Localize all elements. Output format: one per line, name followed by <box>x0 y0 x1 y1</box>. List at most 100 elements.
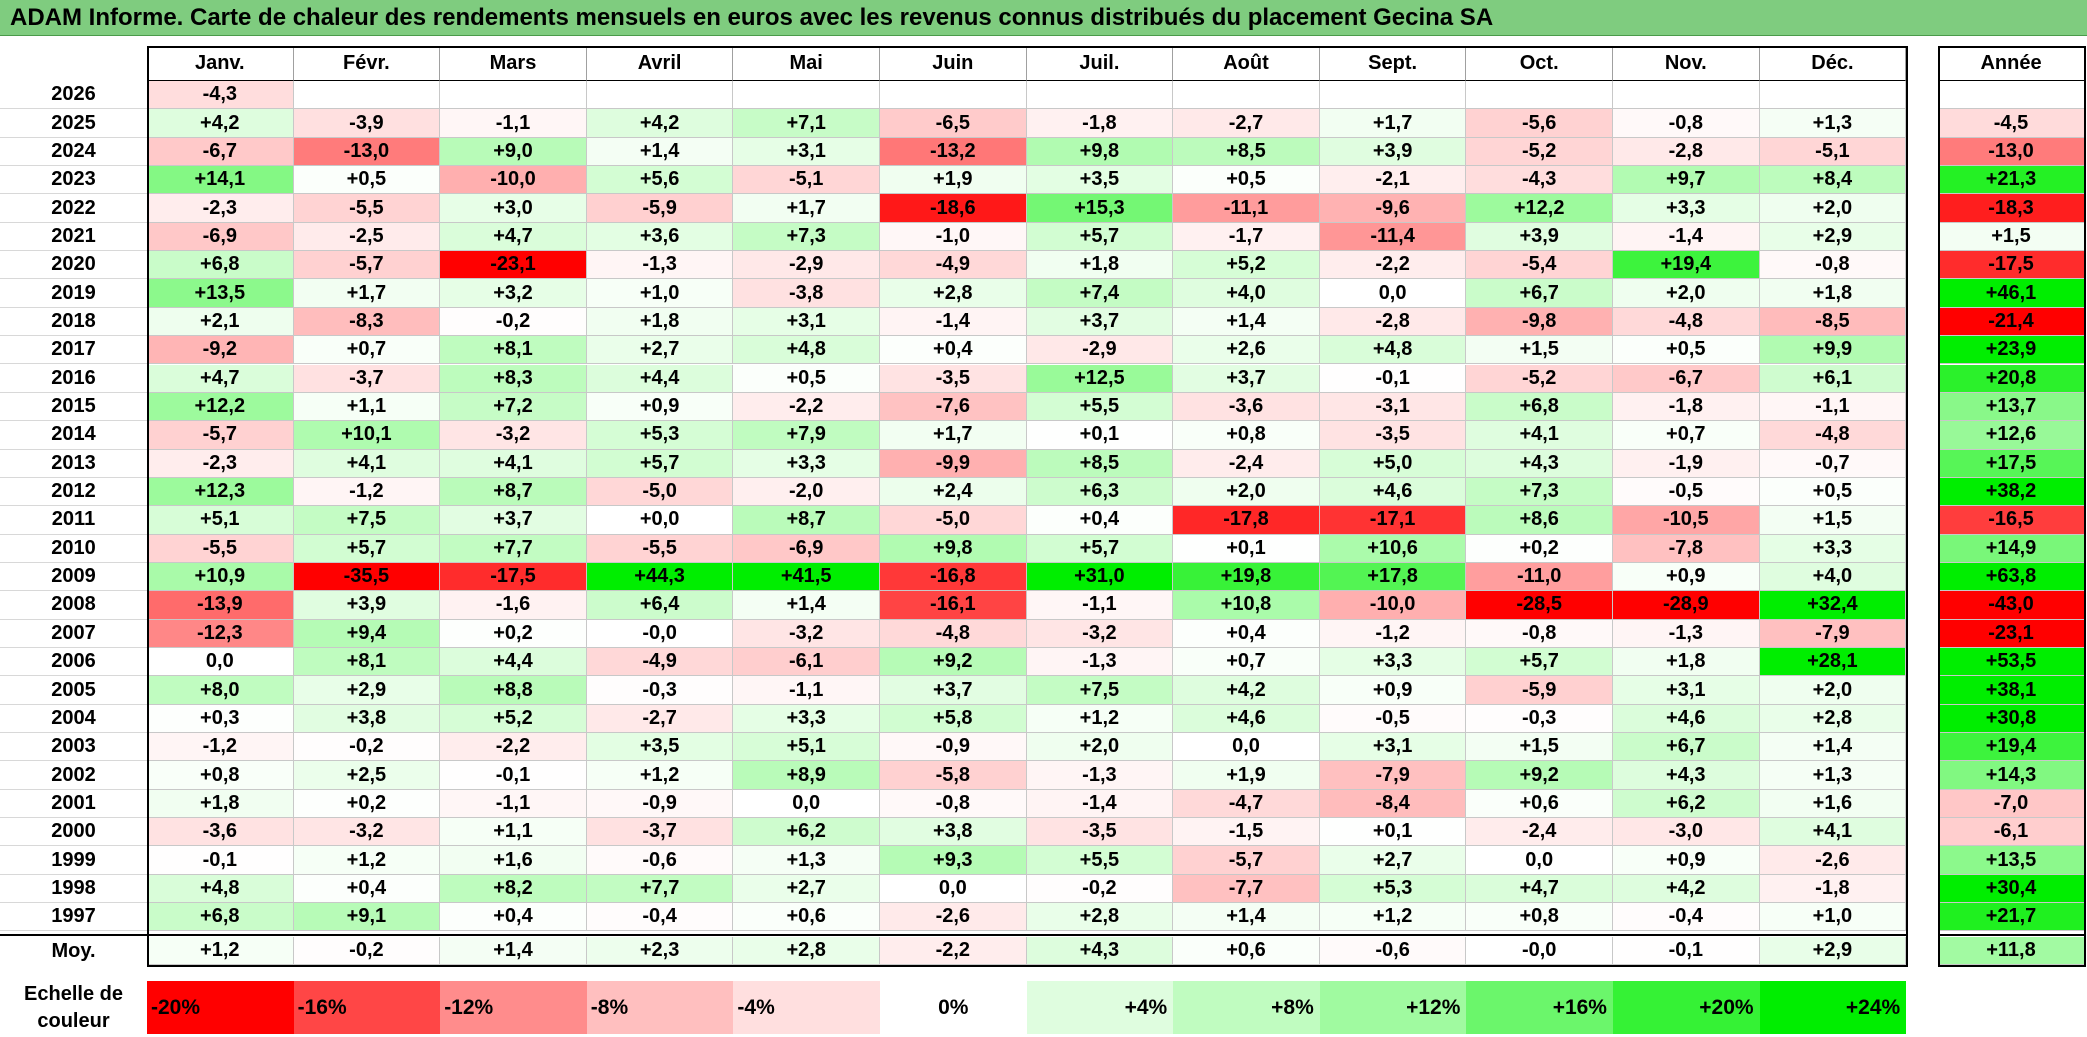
heatmap-cell: -0,4 <box>586 903 734 932</box>
scale-swatch: +24% <box>1759 981 1907 1034</box>
heatmap-cell: -1,2 <box>1319 619 1467 648</box>
heatmap-cell: +7,3 <box>1466 477 1613 507</box>
row-year-label: 2018 <box>0 308 147 337</box>
heatmap-cell: -5,2 <box>1466 137 1613 167</box>
heatmap-cell: +7,7 <box>440 534 587 563</box>
heatmap-cell: +1,8 <box>586 307 734 337</box>
heatmap-cell: -11,0 <box>1466 562 1613 592</box>
row-year-label: 2000 <box>0 818 147 847</box>
heatmap-cell: -2,6 <box>1759 846 1907 875</box>
heatmap-cell: +2,5 <box>293 761 441 790</box>
row-year-label: 2008 <box>0 591 147 620</box>
heatmap-cell: +4,2 <box>1173 676 1320 705</box>
column-header: Août <box>1173 46 1320 81</box>
heatmap-cell: +3,5 <box>1026 166 1174 195</box>
heatmap-cell: +41,5 <box>733 562 880 592</box>
heatmap-cell: +1,7 <box>1319 109 1467 138</box>
heatmap-cell: +0,2 <box>293 789 441 819</box>
row-year-label: 2010 <box>0 535 147 563</box>
row-year-label: 1999 <box>0 846 147 875</box>
heatmap-cell: -0,3 <box>1466 704 1613 734</box>
heatmap-cell: -7,7 <box>1173 874 1320 904</box>
annual-return-cell: -4,5 <box>1938 109 2085 138</box>
heatmap-cell: +5,1 <box>147 506 294 535</box>
column-header: Janv. <box>147 46 294 81</box>
row-year-label: 2004 <box>0 705 147 734</box>
heatmap-cell: -1,2 <box>147 733 294 762</box>
heatmap-cell: +6,2 <box>1613 789 1760 819</box>
heatmap-cell: -7,8 <box>1613 534 1760 563</box>
chart-title: ADAM Informe. Carte de chaleur des rende… <box>0 0 2087 36</box>
heatmap-cell: +3,1 <box>733 137 880 167</box>
row-year-label: 2026 <box>0 81 147 110</box>
heatmap-cell: -5,2 <box>1466 364 1613 393</box>
heatmap-cell: -2,4 <box>1173 449 1320 478</box>
row-year-label: 2001 <box>0 790 147 819</box>
heatmap-cell: -5,7 <box>1173 846 1320 875</box>
heatmap-cell: +4,6 <box>1173 704 1320 734</box>
heatmap-cell: -3,7 <box>293 364 441 393</box>
heatmap-cell: -0,0 <box>586 619 734 648</box>
heatmap-cell: +4,7 <box>1466 874 1613 904</box>
heatmap-cell: +10,9 <box>147 562 294 592</box>
scale-swatch: +16% <box>1466 981 1613 1034</box>
heatmap-cell: +3,2 <box>440 279 587 308</box>
heatmap-cell: +1,4 <box>1759 733 1907 762</box>
heatmap-cell: +6,8 <box>1466 392 1613 422</box>
heatmap-cell: 0,0 <box>1173 733 1320 762</box>
heatmap-cell: -0,4 <box>1613 903 1760 932</box>
heatmap-cell: -1,0 <box>880 222 1027 252</box>
row-year-label: 2009 <box>0 563 147 592</box>
annual-return-cell <box>1938 81 2085 110</box>
heatmap-cell: -2,1 <box>1319 166 1467 195</box>
heatmap-cell: +0,5 <box>293 166 441 195</box>
heatmap-cell: +2,7 <box>586 336 734 365</box>
heatmap-cell: -2,0 <box>733 477 880 507</box>
heatmap-cell: -5,7 <box>147 421 294 450</box>
heatmap-cell: +1,2 <box>1319 903 1467 932</box>
average-cell: +4,3 <box>1026 937 1174 965</box>
heatmap-cell: +2,4 <box>880 477 1027 507</box>
heatmap-cell: -16,1 <box>880 591 1027 620</box>
heatmap-cell: +5,8 <box>880 704 1027 734</box>
average-separator <box>0 934 1909 936</box>
heatmap-cell: -5,0 <box>880 506 1027 535</box>
heatmap-cell: +1,9 <box>1173 761 1320 790</box>
heatmap-cell: +1,9 <box>880 166 1027 195</box>
heatmap-cell: +3,1 <box>733 307 880 337</box>
heatmap-cell <box>1319 81 1467 110</box>
heatmap-cell: -5,0 <box>586 477 734 507</box>
column-header: Juil. <box>1026 46 1174 81</box>
heatmap-cell: +3,3 <box>733 449 880 478</box>
heatmap-cell: +4,7 <box>440 222 587 252</box>
annual-return-cell: +21,7 <box>1938 903 2085 932</box>
heatmap-cell: +4,3 <box>1466 449 1613 478</box>
heatmap-cell: -2,8 <box>1613 137 1760 167</box>
heatmap-cell: +0,5 <box>1613 336 1760 365</box>
heatmap-cell: +31,0 <box>1026 562 1174 592</box>
row-year-label: 2025 <box>0 109 147 138</box>
heatmap-cell: +4,0 <box>1173 279 1320 308</box>
heatmap-cell: +8,5 <box>1173 137 1320 167</box>
heatmap-cell: +3,3 <box>733 704 880 734</box>
heatmap-cell <box>586 81 734 110</box>
heatmap-cell: +4,0 <box>1759 562 1907 592</box>
heatmap-cell: -13,0 <box>293 137 441 167</box>
heatmap-cell: -0,3 <box>586 676 734 705</box>
heatmap-cell: +19,4 <box>1613 251 1760 280</box>
heatmap-cell: +1,3 <box>1759 109 1907 138</box>
heatmap-cell: -1,1 <box>733 676 880 705</box>
heatmap-cell: 0,0 <box>1466 846 1613 875</box>
heatmap-cell: +9,2 <box>1466 761 1613 790</box>
heatmap-cell: +8,4 <box>1759 166 1907 195</box>
heatmap-cell: +19,8 <box>1173 562 1320 592</box>
heatmap-cell: +1,6 <box>1759 789 1907 819</box>
annual-return-cell: -16,5 <box>1938 506 2085 535</box>
heatmap-cell: -16,8 <box>880 562 1027 592</box>
average-cell: +1,4 <box>440 937 587 965</box>
heatmap-cell: +1,2 <box>586 761 734 790</box>
heatmap-cell: -5,1 <box>733 166 880 195</box>
heatmap-cell: +4,1 <box>1759 818 1907 847</box>
heatmap-cell: -3,6 <box>147 818 294 847</box>
heatmap-cell: +7,5 <box>293 506 441 535</box>
